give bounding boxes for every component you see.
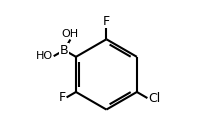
Text: Cl: Cl [148,92,160,105]
Text: F: F [59,91,66,104]
Text: OH: OH [62,29,79,39]
Text: F: F [103,15,110,28]
Text: HO: HO [36,51,53,61]
Text: B: B [60,44,68,57]
